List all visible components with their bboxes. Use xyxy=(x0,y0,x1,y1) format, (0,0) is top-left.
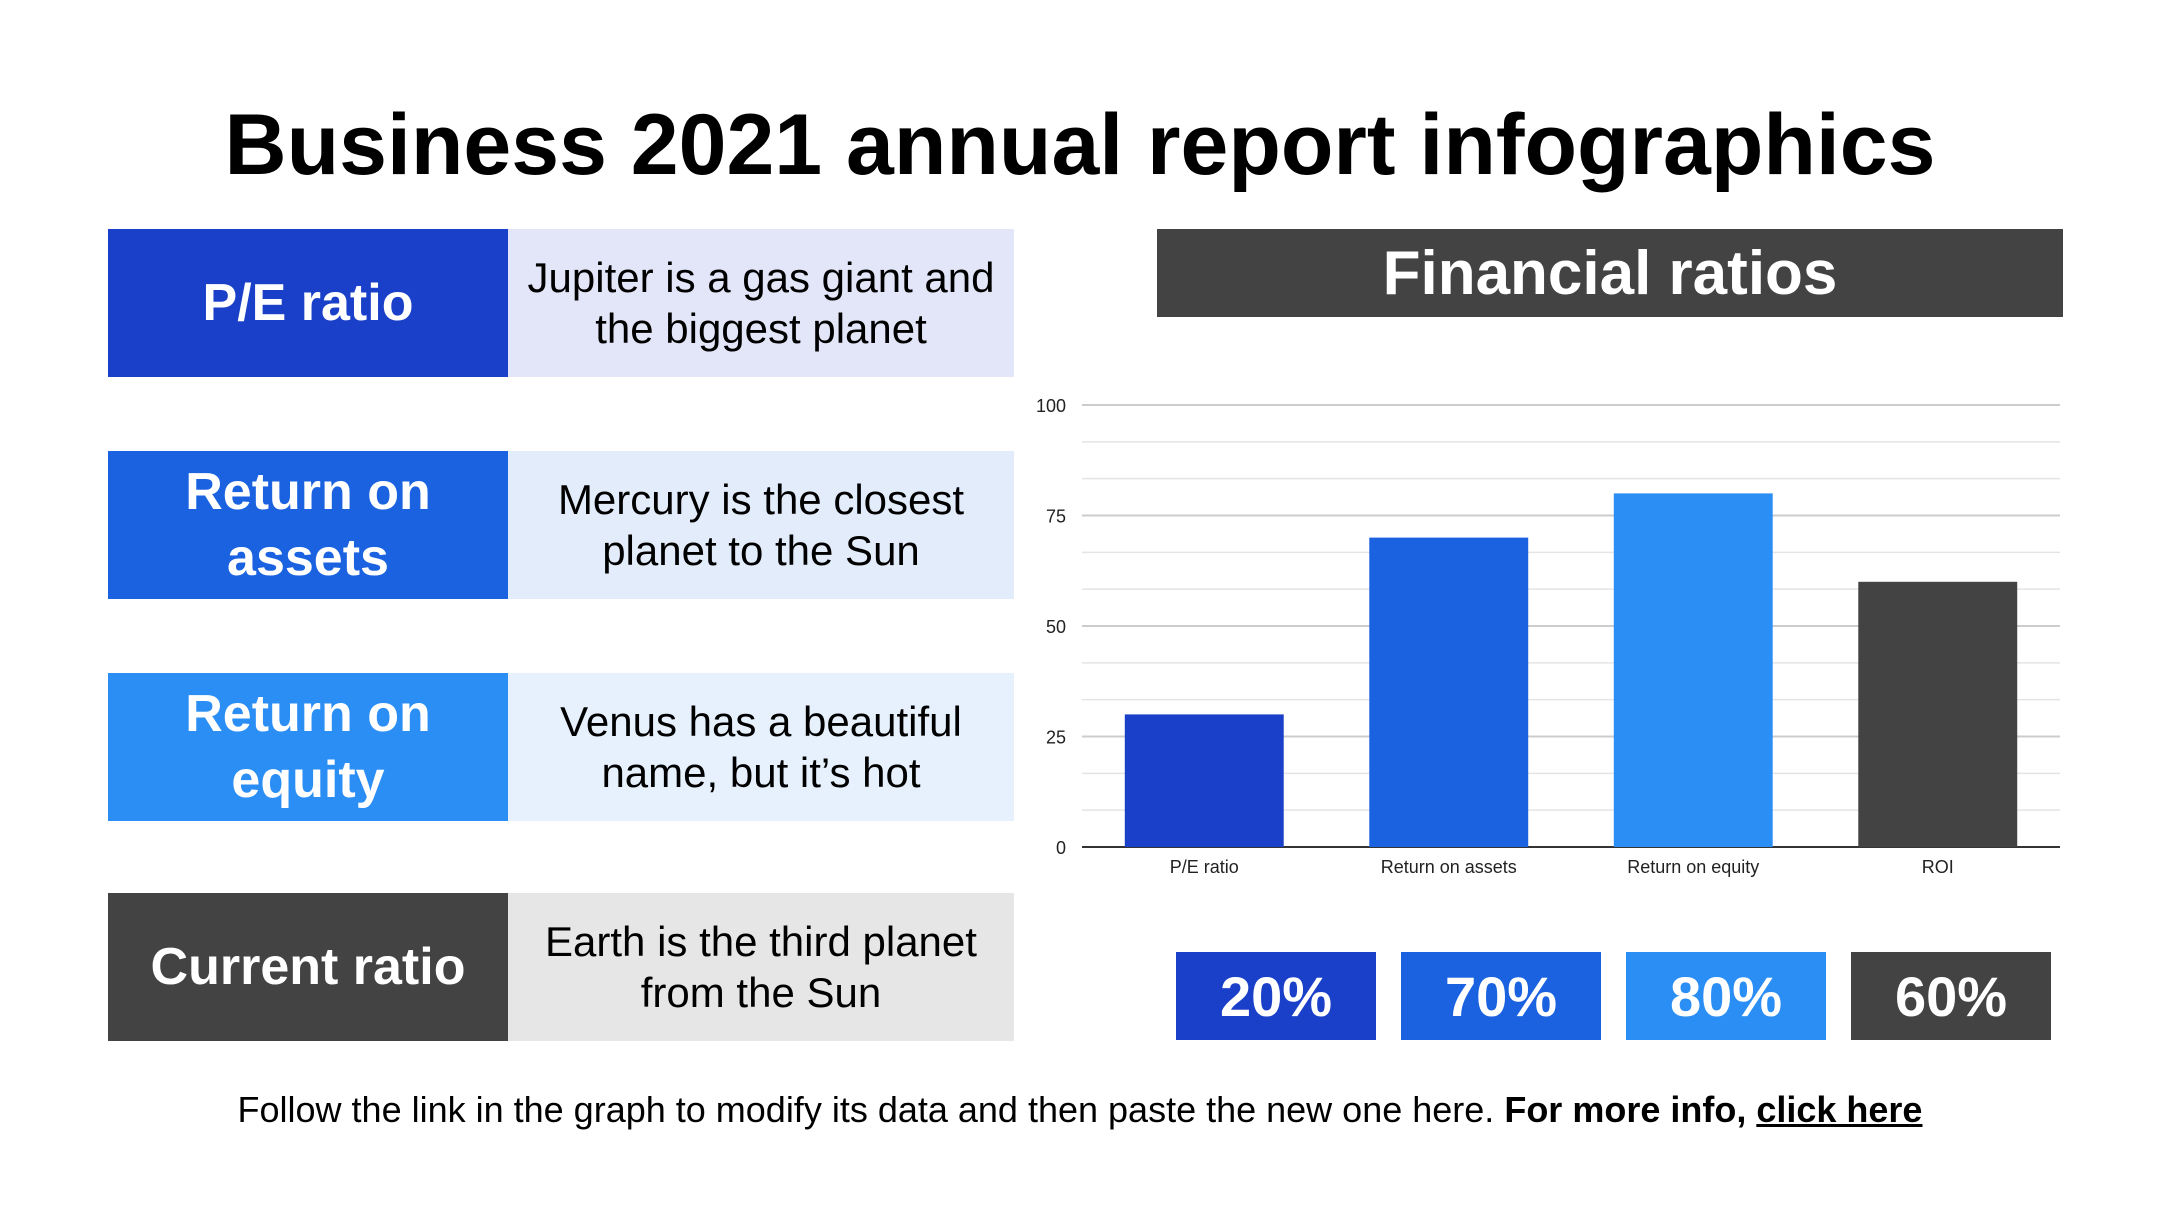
percentage-badge-pe: 20% xyxy=(1176,952,1376,1040)
y-tick-label: 50 xyxy=(1046,617,1066,637)
bar-p-e-ratio xyxy=(1124,714,1284,847)
x-tick-label: Return on equity xyxy=(1627,857,1759,877)
percentage-badge-return-on-assets: 70% xyxy=(1401,952,1601,1040)
ratio-row-pe: P/E ratio Jupiter is a gas giant and the… xyxy=(108,229,1014,377)
bar-roi xyxy=(1858,581,2018,847)
x-tick-label: ROI xyxy=(1922,857,1954,877)
percentage-badge-roi: 60% xyxy=(1851,952,2051,1040)
ratio-label: Current ratio xyxy=(108,893,508,1041)
footer-bold-text: For more info, xyxy=(1504,1089,1747,1130)
ratio-label: Return on assets xyxy=(108,451,508,599)
ratio-label: P/E ratio xyxy=(108,229,508,377)
page-title: Business 2021 annual report infographics xyxy=(224,97,1936,193)
percentage-badge-return-on-equity: 80% xyxy=(1626,952,1826,1040)
bar-return-on-assets xyxy=(1369,537,1529,847)
ratio-label: Return on equity xyxy=(108,673,508,821)
y-tick-label: 0 xyxy=(1056,838,1066,858)
chart-title: Financial ratios xyxy=(1157,229,2063,317)
ratio-row-return-on-assets: Return on assets Mercury is the closest … xyxy=(108,451,1014,599)
bar-chart[interactable]: 0 25 50 75 100 P/E ratio Return on assets Retur… xyxy=(1020,380,2080,890)
y-tick-label: 75 xyxy=(1046,507,1066,527)
ratio-description: Mercury is the closest planet to the Sun xyxy=(508,451,1014,599)
x-tick-label: Return on assets xyxy=(1381,857,1517,877)
ratio-row-current-ratio: Current ratio Earth is the third planet … xyxy=(108,893,1014,1041)
click-here-link[interactable]: click here xyxy=(1756,1089,1923,1130)
bar-return-on-equity xyxy=(1613,493,1773,847)
ratio-description: Earth is the third planet from the Sun xyxy=(508,893,1014,1041)
footer-text: Follow the link in the graph to modify i… xyxy=(237,1089,1495,1130)
y-tick-label: 100 xyxy=(1036,396,1066,416)
footer-note: Follow the link in the graph to modify i… xyxy=(0,1085,2160,1135)
y-tick-label: 25 xyxy=(1046,728,1066,748)
ratio-row-return-on-equity: Return on equity Venus has a beautiful n… xyxy=(108,673,1014,821)
ratio-description: Jupiter is a gas giant and the biggest p… xyxy=(508,229,1014,377)
ratio-description: Venus has a beautiful name, but it’s hot xyxy=(508,673,1014,821)
x-tick-label: P/E ratio xyxy=(1170,857,1239,877)
